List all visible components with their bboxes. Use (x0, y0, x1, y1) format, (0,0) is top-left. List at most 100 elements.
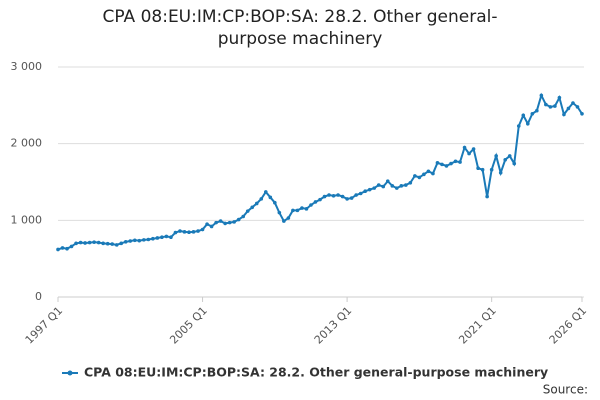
data-point (142, 238, 146, 242)
data-point (245, 209, 250, 213)
data-point (300, 206, 304, 210)
data-point (322, 194, 327, 199)
data-point (553, 104, 557, 108)
data-point (178, 229, 182, 233)
data-point (309, 203, 313, 207)
data-point (385, 179, 390, 184)
data-point (422, 172, 426, 177)
data-point (132, 238, 137, 243)
data-point (548, 105, 553, 109)
data-point (164, 234, 169, 239)
data-point (381, 184, 386, 189)
data-point (449, 161, 453, 166)
data-point (503, 157, 508, 162)
data-point (331, 194, 336, 198)
data-point (512, 161, 517, 166)
data-point (340, 194, 345, 199)
data-point (92, 240, 96, 244)
data-point (408, 180, 413, 185)
data-point (101, 241, 105, 246)
chart-title: CPA 08:EU:IM:CP:BOP:SA: 28.2. Other gene… (102, 7, 498, 49)
data-point (60, 246, 65, 250)
data-point (467, 151, 471, 156)
data-point (205, 222, 209, 226)
data-point (458, 160, 462, 164)
data-point (263, 190, 268, 194)
data-point (232, 220, 236, 224)
x-tick-label: 1997 Q1 (23, 304, 66, 347)
x-tick-label: 2026 Q1 (547, 304, 590, 347)
data-point (544, 102, 548, 107)
data-point (557, 95, 562, 100)
data-point (313, 200, 318, 204)
legend-label: CPA 08:EU:IM:CP:BOP:SA: 28.2. Other gene… (84, 365, 548, 380)
data-point (268, 195, 273, 200)
data-point (273, 200, 277, 205)
data-point (110, 242, 115, 246)
data-point (259, 197, 264, 201)
data-point (123, 240, 128, 244)
data-point (453, 159, 458, 164)
data-point (160, 235, 164, 239)
data-point (218, 219, 223, 223)
data-point (327, 193, 331, 197)
data-point (440, 162, 444, 167)
data-point (394, 186, 399, 190)
data-point (507, 154, 512, 158)
data-point (146, 237, 151, 242)
data-point (480, 167, 485, 172)
data-point (462, 145, 467, 150)
data-point (155, 236, 160, 240)
data-point (87, 240, 92, 245)
data-point (227, 220, 232, 225)
data-point (74, 241, 78, 246)
data-point (571, 101, 575, 105)
data-point (241, 214, 246, 219)
data-point (96, 240, 101, 245)
data-point (354, 193, 358, 197)
source: Source: (543, 383, 588, 397)
data-point (128, 239, 133, 243)
data-point (376, 183, 381, 187)
data-point (417, 175, 422, 180)
data-point (56, 247, 60, 252)
data-point (83, 241, 87, 245)
data-point (173, 230, 178, 235)
data-point (530, 111, 535, 116)
data-point (137, 238, 142, 243)
x-tick-label: 2013 Q1 (312, 304, 355, 347)
y-tick-label: 1 000 (11, 213, 43, 226)
data-point (367, 187, 372, 192)
y-tick-label: 2 000 (11, 137, 43, 150)
data-point (236, 217, 241, 222)
data-point (65, 246, 69, 251)
data-point (105, 241, 110, 246)
data-point (404, 183, 408, 187)
data-point (349, 196, 354, 200)
data-point (498, 171, 503, 175)
data-point (187, 230, 191, 235)
data-point (282, 219, 286, 223)
data-point (575, 105, 580, 109)
data-point (516, 124, 521, 128)
data-point (358, 191, 363, 196)
data-point (435, 161, 440, 165)
data-point (318, 197, 322, 202)
data-point (566, 106, 571, 111)
data-point (291, 208, 295, 213)
data-point (209, 224, 214, 229)
data-point (521, 113, 526, 118)
data-point (169, 235, 173, 239)
data-line (57, 92, 583, 251)
x-tick-label: 2021 Q1 (456, 304, 499, 347)
y-tick-label: 0 (35, 290, 42, 303)
data-point (363, 189, 367, 193)
data-point (390, 184, 395, 188)
data-point (525, 121, 530, 126)
data-point (78, 240, 83, 245)
data-point (295, 208, 300, 213)
data-point (489, 167, 494, 172)
data-point (431, 171, 435, 176)
data-point (114, 243, 119, 247)
